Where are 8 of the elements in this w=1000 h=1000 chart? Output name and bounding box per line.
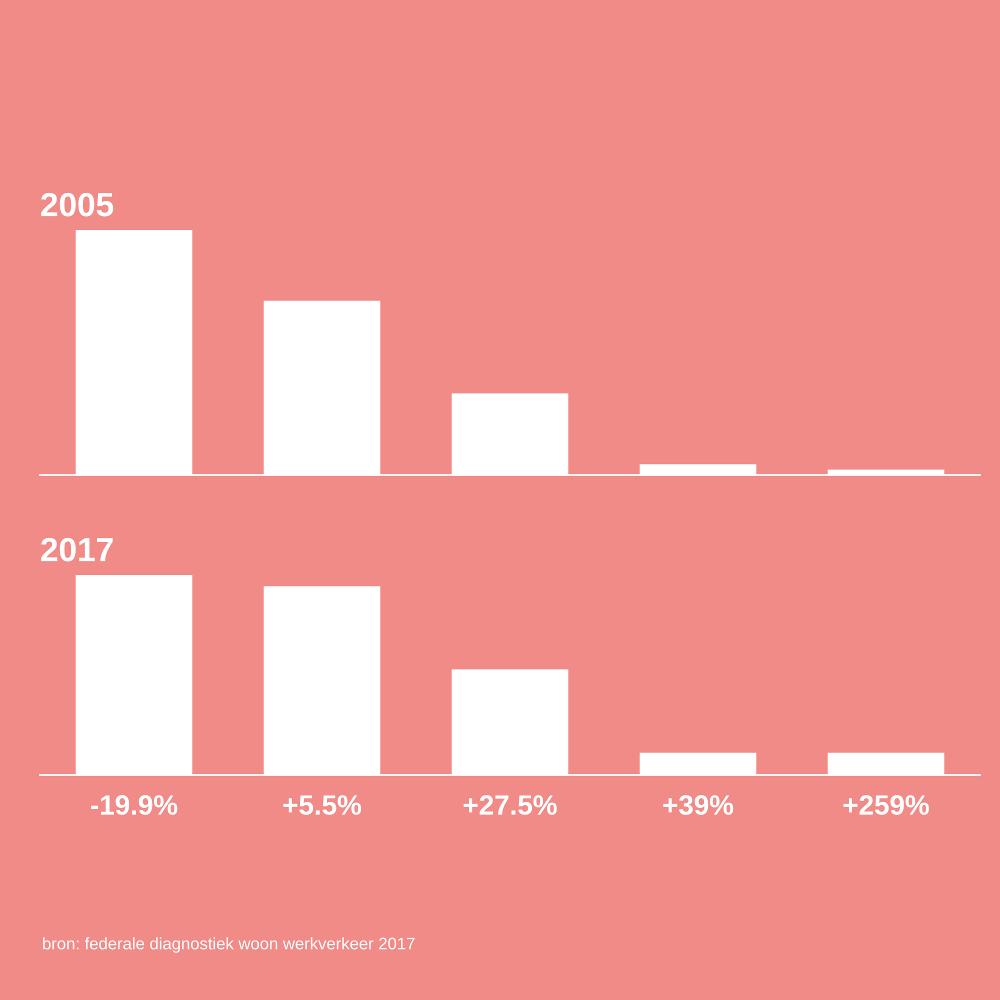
chart-title: 2017 (41, 538, 113, 562)
text: +5.5% (283, 795, 362, 815)
text: +259% (844, 795, 929, 815)
text: +39% (663, 795, 734, 815)
text: bron: federale diagnostiek woon werkverkeer 2017 (43, 937, 415, 953)
chart-title: 2005 (41, 192, 114, 216)
text: +27.5% (464, 795, 557, 815)
text: -19.9% (91, 795, 178, 815)
